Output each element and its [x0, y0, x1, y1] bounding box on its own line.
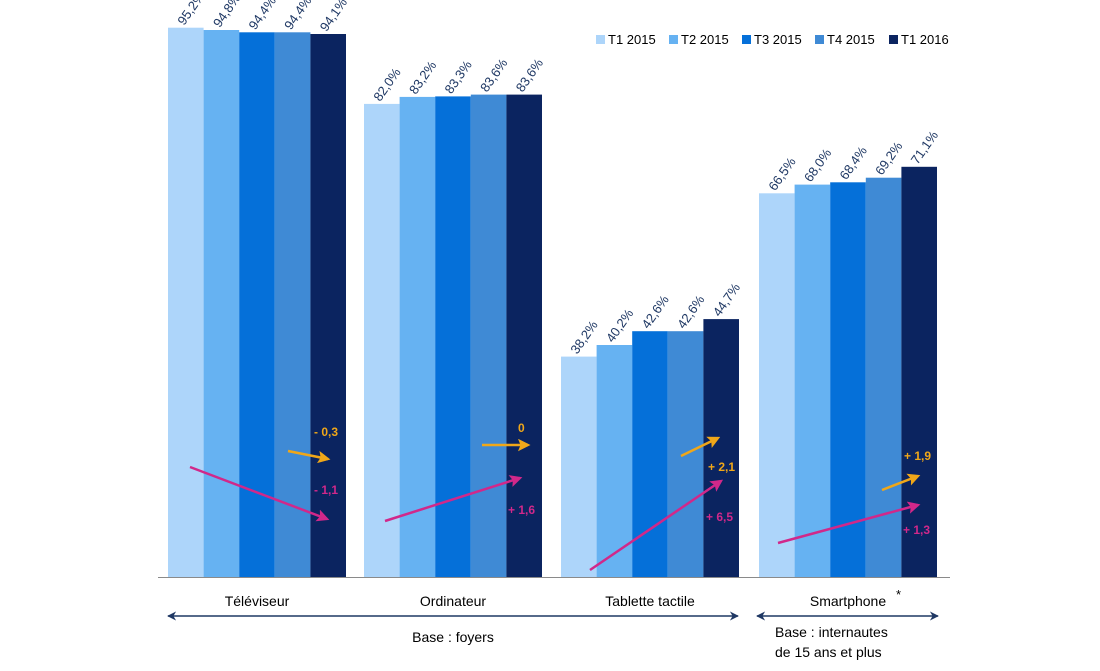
- trend-arrows-layer: - 0,3 0 + 2,1 + 1,9 - 1,1 + 1,6 + 6,5 + 1,3: [189, 421, 931, 572]
- bar: [168, 27, 204, 577]
- category-label: Ordinateur: [420, 593, 486, 609]
- data-label: 71,1%: [908, 128, 942, 167]
- data-label: 94,4%: [281, 0, 315, 32]
- legend-swatch: [596, 35, 605, 44]
- quarter-change-label: 0: [518, 421, 525, 435]
- bar: [561, 356, 597, 577]
- quarter-change-label: - 0,3: [314, 425, 338, 439]
- year-change-label: + 1,6: [508, 503, 535, 517]
- year-change-arrow: [589, 479, 724, 572]
- year-change-arrow: [189, 465, 330, 522]
- bar: [399, 96, 436, 578]
- bar: [310, 34, 346, 577]
- base-internautes-label: Base : internautes de 15 ans et plus: [775, 624, 888, 660]
- data-label: 95,2%: [174, 0, 208, 28]
- bar: [596, 345, 633, 577]
- legend-label: T2 2015: [681, 32, 729, 47]
- bar: [632, 331, 668, 577]
- data-label: 66,5%: [765, 154, 799, 193]
- legend-swatch: [889, 35, 898, 44]
- quarter-change-label: + 1,9: [904, 449, 931, 463]
- base-internautes-line: Base : internautes: [775, 624, 888, 640]
- legend-swatch: [669, 35, 678, 44]
- legend-swatch: [815, 35, 824, 44]
- year-change-label: + 1,3: [903, 523, 930, 537]
- year-change-arrow: [777, 501, 921, 545]
- bars-layer: [168, 27, 937, 578]
- legend: T1 2015 T2 2015 T3 2015 T4 2015 T1 2016: [596, 32, 949, 47]
- data-label: 94,4%: [245, 0, 279, 32]
- bar: [794, 184, 831, 577]
- category-labels-layer: Téléviseur Ordinateur Tablette tactile Smar…: [225, 587, 901, 609]
- data-label: 83,2%: [406, 58, 440, 97]
- data-label: 94,8%: [210, 0, 244, 30]
- bar: [901, 166, 937, 578]
- category-label: Smartphone: [810, 593, 886, 609]
- base-foyers-label: Base : foyers: [412, 629, 494, 645]
- legend-label: T1 2016: [901, 32, 949, 47]
- data-label: 42,6%: [638, 292, 672, 331]
- data-label: 68,4%: [836, 143, 870, 182]
- base-brackets-layer: Base : foyers Base : internautes de 15 ans…: [167, 611, 939, 660]
- bar: [506, 94, 542, 577]
- bar: [364, 103, 400, 578]
- bar: [435, 96, 471, 578]
- quarter-change-arrow: [287, 449, 331, 464]
- year-change-label: - 1,1: [314, 483, 338, 497]
- bar: [759, 193, 795, 578]
- bar: [274, 32, 311, 578]
- data-label: 69,2%: [872, 139, 906, 178]
- category-label: Téléviseur: [225, 593, 290, 609]
- base-internautes-line: de 15 ans et plus: [775, 644, 882, 660]
- legend-swatch: [742, 35, 751, 44]
- quarter-change-label: + 2,1: [708, 460, 735, 474]
- legend-label: T1 2015: [608, 32, 656, 47]
- year-change-label: + 6,5: [706, 510, 733, 524]
- bar: [239, 32, 275, 578]
- legend-label: T3 2015: [754, 32, 802, 47]
- data-label: 40,2%: [603, 306, 637, 345]
- data-label: 44,7%: [710, 280, 744, 319]
- category-label: Tablette tactile: [605, 593, 695, 609]
- data-label: 38,2%: [567, 317, 601, 356]
- data-label: 83,3%: [441, 57, 475, 96]
- quarter-change-arrow: [680, 436, 721, 458]
- bar: [703, 319, 739, 577]
- bar: [203, 30, 240, 577]
- bar: [830, 182, 866, 578]
- data-label: 68,0%: [801, 145, 835, 184]
- data-label: 83,6%: [513, 55, 547, 94]
- quarter-change-arrow: [881, 473, 921, 492]
- data-label: 94,1%: [317, 0, 351, 34]
- data-label: 82,0%: [370, 65, 404, 104]
- category-footnote-marker: *: [896, 587, 901, 602]
- bar: [470, 94, 507, 577]
- data-label: 83,6%: [477, 55, 511, 94]
- legend-label: T4 2015: [827, 32, 875, 47]
- data-label: 42,6%: [674, 292, 708, 331]
- year-change-arrow: [384, 475, 523, 523]
